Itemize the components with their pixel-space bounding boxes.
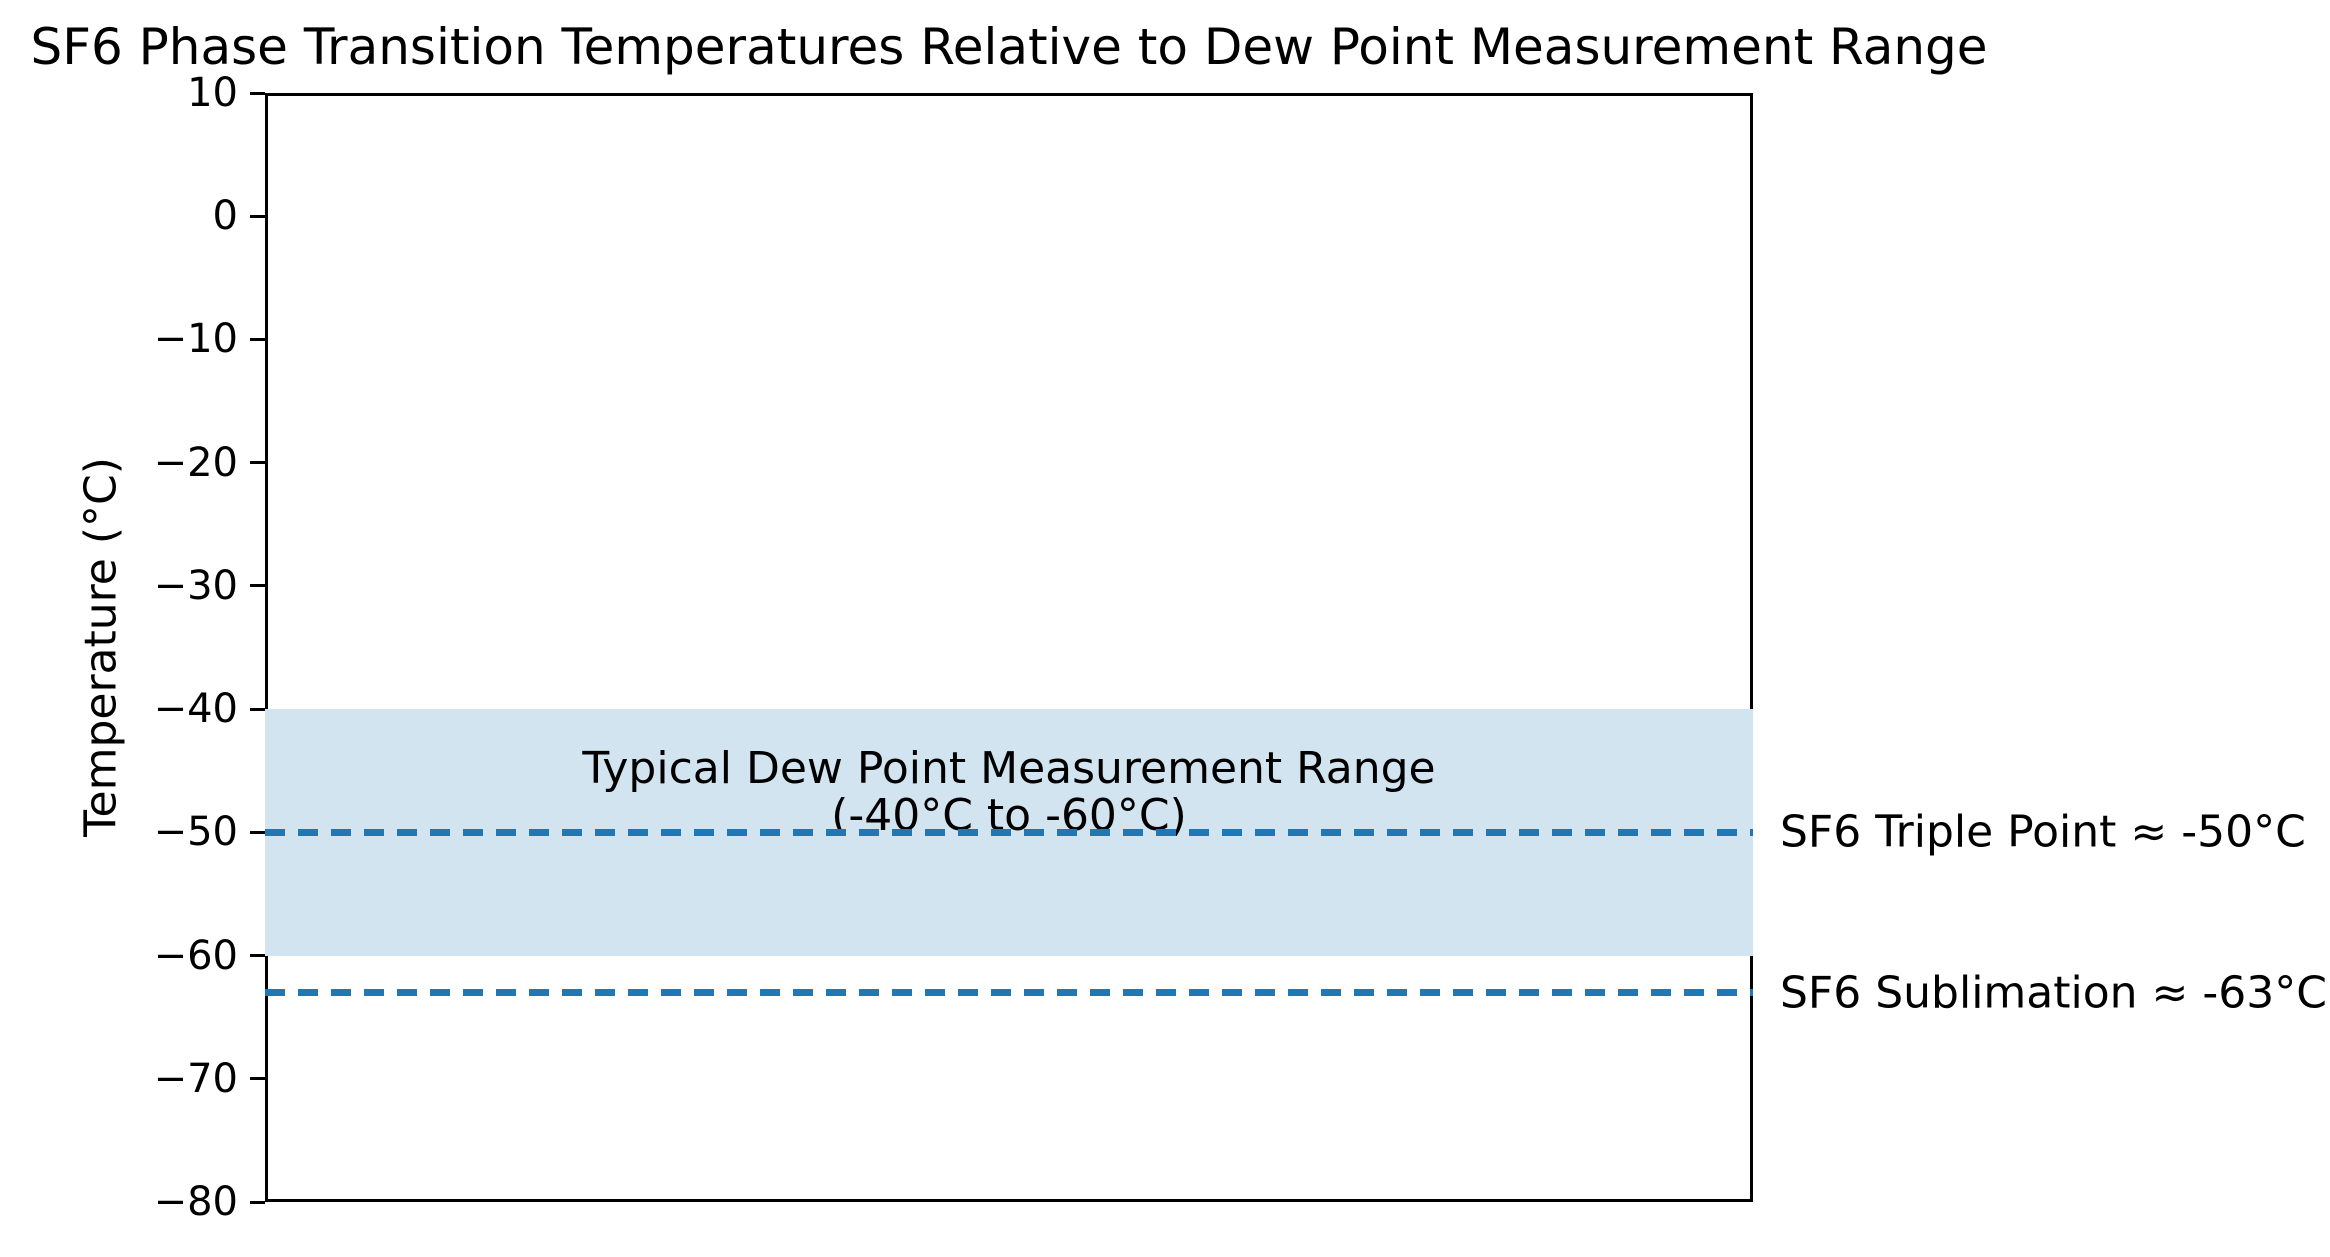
y-tick-label: 10 <box>187 70 238 116</box>
y-tick-label: −30 <box>153 562 238 609</box>
y-tick-mark <box>250 337 265 341</box>
y-tick-label: 0 <box>212 193 238 240</box>
y-tick-mark <box>250 1077 265 1081</box>
y-tick-mark <box>250 830 265 834</box>
triple-point-dashed-line <box>265 828 1753 836</box>
sublimation-annotation: SF6 Sublimation ≈ -63°C <box>1780 967 2327 1019</box>
y-tick-label: −60 <box>153 932 238 979</box>
y-tick-mark <box>250 584 265 588</box>
y-tick-label: −40 <box>153 686 238 733</box>
y-tick-label: −50 <box>153 809 238 856</box>
y-tick-mark <box>250 707 265 711</box>
band-label-line1: Typical Dew Point Measurement Range <box>582 743 1436 795</box>
y-tick-label: −10 <box>153 316 238 363</box>
y-tick-label: −80 <box>153 1179 238 1225</box>
y-tick-label: −70 <box>153 1055 238 1102</box>
measurement-range-band-label: Typical Dew Point Measurement Range (-40… <box>582 745 1435 839</box>
y-tick-mark <box>250 954 265 958</box>
y-axis-label: Temperature (°C) <box>75 457 127 837</box>
triple-point-annotation: SF6 Triple Point ≈ -50°C <box>1780 806 2306 858</box>
sublimation-dashed-line <box>265 989 1753 997</box>
plot-area <box>265 93 1753 1202</box>
y-tick-mark <box>250 214 265 218</box>
y-tick-label: −20 <box>153 439 238 486</box>
chart-title: SF6 Phase Transition Temperatures Relati… <box>30 18 1988 76</box>
y-tick-mark <box>250 1200 265 1204</box>
y-tick-mark <box>250 91 265 95</box>
y-tick-mark <box>250 461 265 465</box>
